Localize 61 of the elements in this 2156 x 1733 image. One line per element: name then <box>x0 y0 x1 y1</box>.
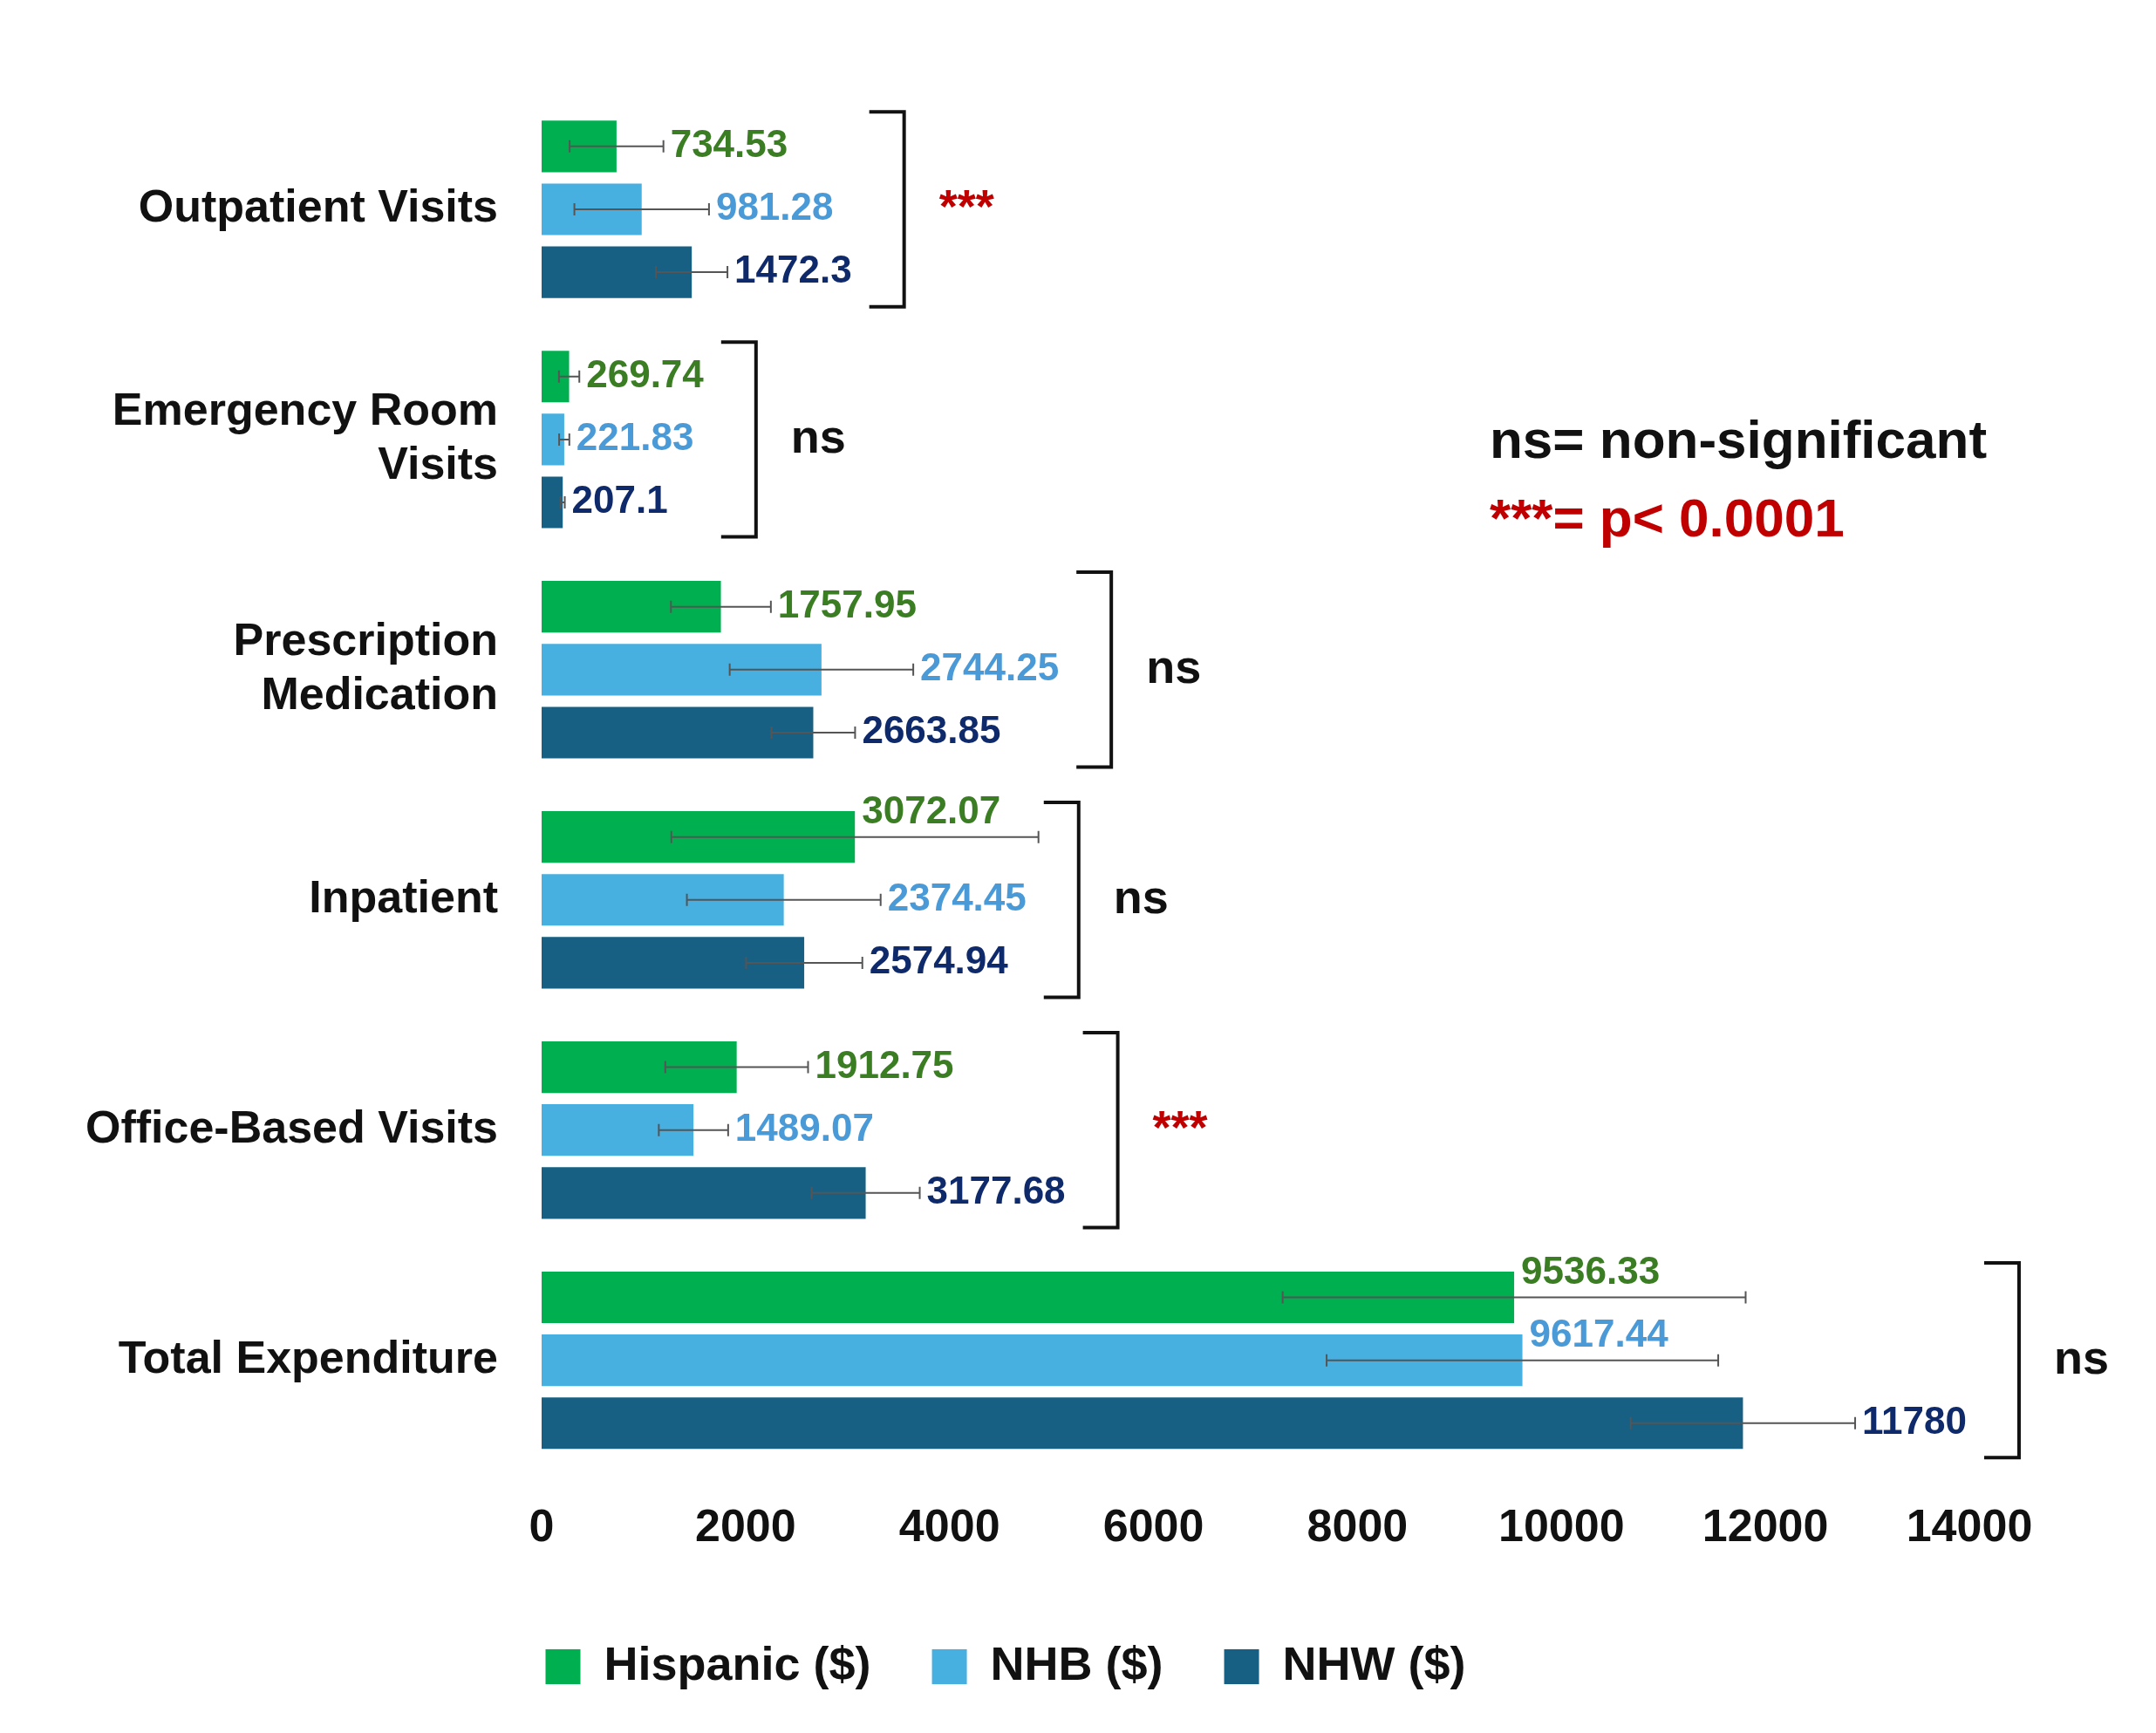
data-label: 2663.85 <box>862 708 1001 752</box>
x-tick-label: 8000 <box>1307 1500 1409 1552</box>
data-label: 11780 <box>1862 1398 1967 1442</box>
bar <box>542 644 822 696</box>
data-label: 269.74 <box>586 351 705 395</box>
data-label: 9617.44 <box>1529 1311 1669 1354</box>
y-tick-label: Total Expenditure <box>118 1331 498 1382</box>
data-label: 3072.07 <box>862 788 1001 831</box>
bar <box>542 476 563 529</box>
x-tick-label: 2000 <box>695 1500 796 1552</box>
annotation: ns <box>1146 639 1202 693</box>
bar <box>542 413 564 466</box>
y-tick-label: Inpatient <box>309 871 498 923</box>
y-tick-label: Emergency Room Visits <box>112 384 498 489</box>
x-tick-label: 6000 <box>1102 1500 1204 1552</box>
data-label: 3177.68 <box>926 1168 1066 1211</box>
bar <box>542 581 721 633</box>
text: ns <box>2053 1330 2109 1383</box>
legend-label: NHW ($) <box>1282 1636 1466 1689</box>
data-label: 1472.3 <box>734 248 852 291</box>
bar <box>542 246 693 298</box>
data-label: 1757.95 <box>777 582 917 625</box>
y-tick-label: Office-Based Visits <box>85 1102 498 1153</box>
bar <box>542 1167 866 1219</box>
data-label: 2744.25 <box>920 645 1060 688</box>
data-label: 207.1 <box>571 478 668 522</box>
data-label: 1912.75 <box>815 1042 954 1086</box>
bar <box>542 1104 694 1156</box>
x-tick-label: 14000 <box>1906 1500 2033 1552</box>
data-label: 981.28 <box>715 185 834 229</box>
bar <box>542 1397 1743 1450</box>
bar <box>542 874 784 926</box>
annotation: ns <box>1113 870 1169 923</box>
bar <box>542 1334 1523 1387</box>
bar <box>542 1040 737 1094</box>
annotation: ns <box>790 409 846 462</box>
bar <box>542 183 642 235</box>
data-label: 2574.94 <box>869 938 1009 982</box>
data-label: 221.83 <box>576 415 694 459</box>
data-label: 9536.33 <box>1521 1248 1661 1292</box>
x-tick-label: 12000 <box>1702 1500 1829 1552</box>
x-tick-label: 0 <box>529 1500 555 1552</box>
annotation: ***= p< 0.0001 <box>1490 488 1845 549</box>
data-label: 734.53 <box>670 121 788 165</box>
bar <box>542 706 814 759</box>
bar <box>542 120 617 173</box>
x-tick-label: 4000 <box>898 1500 1000 1552</box>
annotation: *** <box>938 179 994 232</box>
bar <box>542 937 805 989</box>
legend-label: NHB ($) <box>990 1636 1163 1689</box>
annotation: ns= non-significant <box>1490 409 1988 470</box>
y-tick-label: Prescription Medication <box>233 613 498 720</box>
legend-label: Hispanic ($) <box>604 1636 871 1689</box>
annotation: *** <box>1152 1100 1208 1153</box>
bar <box>542 351 570 403</box>
data-label: 1489.07 <box>734 1105 874 1149</box>
data-label: 2374.45 <box>887 875 1027 918</box>
x-tick-label: 10000 <box>1498 1500 1625 1552</box>
bar <box>542 811 856 863</box>
bar <box>542 1271 1515 1324</box>
y-tick-label: Outpatient Visits <box>138 181 498 232</box>
